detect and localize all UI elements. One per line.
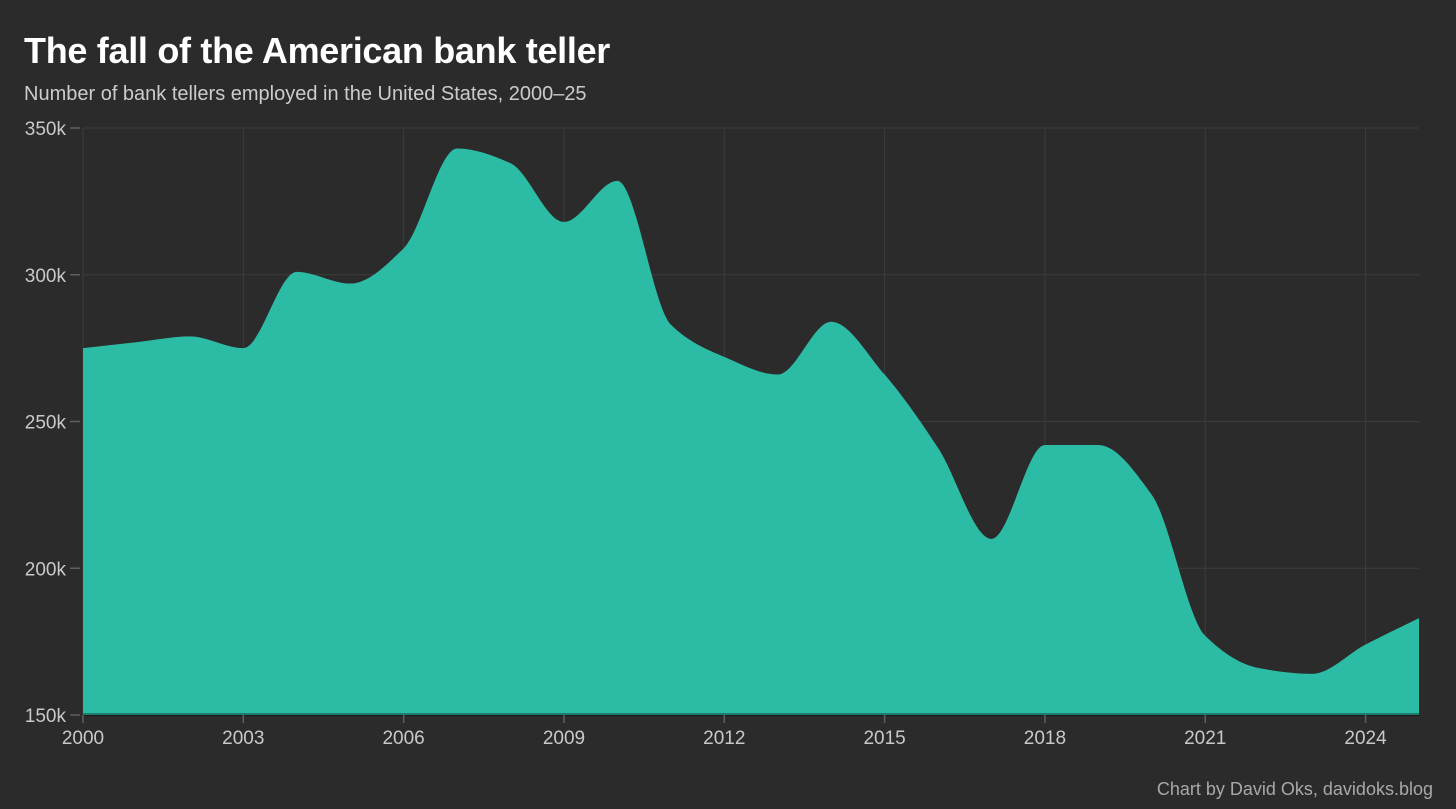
chart-title: The fall of the American bank teller: [24, 30, 611, 71]
x-axis-label: 2021: [1184, 728, 1226, 749]
y-axis-label: 200k: [25, 559, 67, 580]
y-axis-label: 250k: [25, 413, 67, 434]
x-axis-label: 2018: [1024, 728, 1066, 749]
y-axis-label: 150k: [25, 706, 67, 727]
x-axis-label: 2003: [222, 728, 264, 749]
x-axis-label: 2006: [382, 728, 424, 749]
y-axis-label: 300k: [25, 266, 67, 287]
chart-subtitle: Number of bank tellers employed in the U…: [24, 83, 587, 105]
x-axis-label: 2015: [863, 728, 905, 749]
x-axis-label: 2024: [1344, 728, 1387, 749]
x-axis-label: 2012: [703, 728, 745, 749]
x-axis-label: 2009: [543, 728, 585, 749]
area-series: [83, 148, 1419, 716]
x-axis-label: 2000: [62, 728, 104, 749]
chart-credit: Chart by David Oks, davidoks.blog: [1156, 779, 1433, 799]
y-axis-label: 350k: [25, 119, 67, 140]
